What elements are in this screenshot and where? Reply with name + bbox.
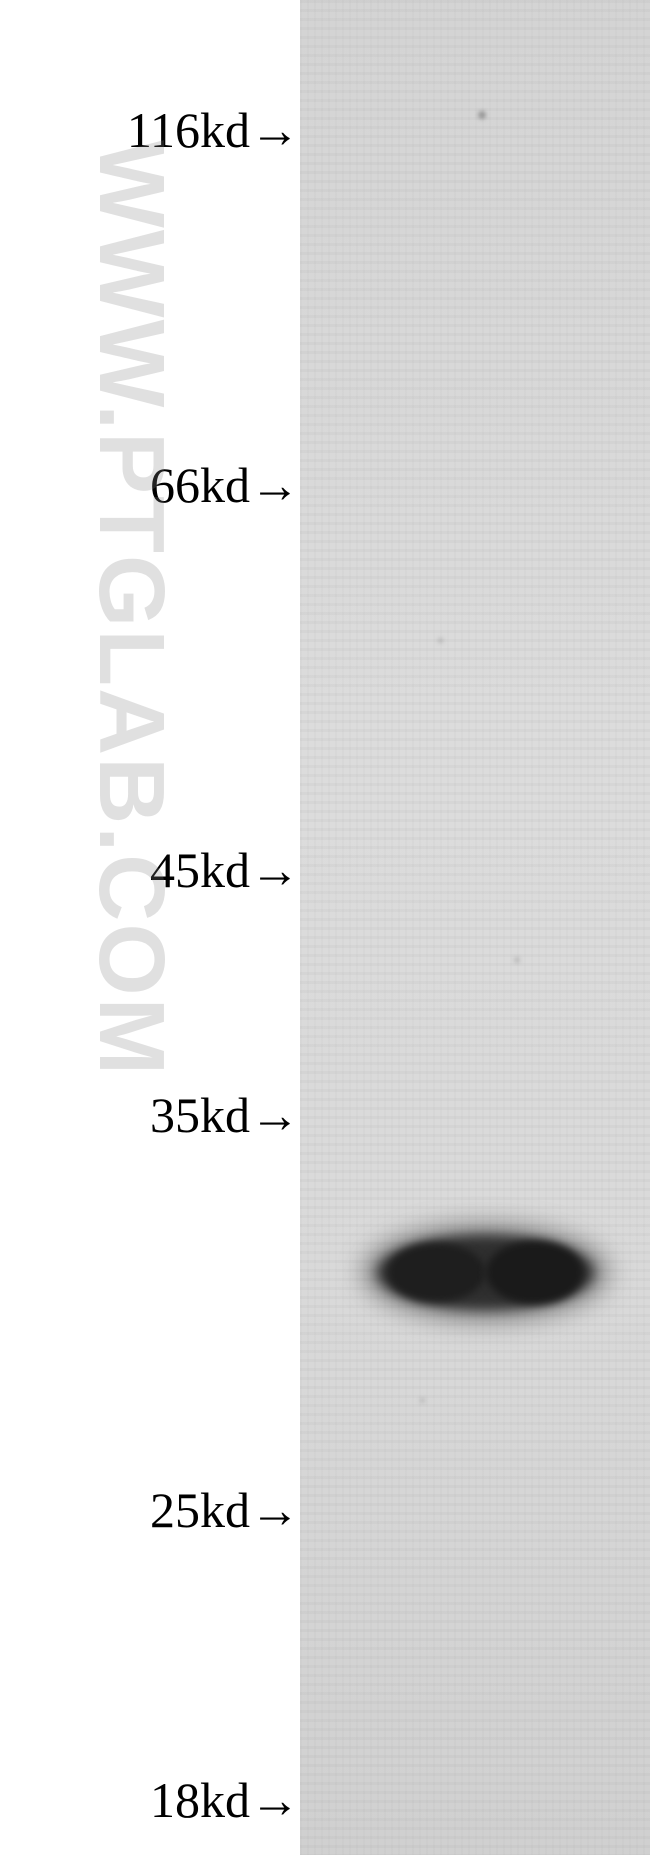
speck [514, 957, 520, 963]
watermark-text: WWW.PTGLAB.COM [78, 140, 185, 1077]
speck [420, 1398, 425, 1403]
protein-band-lobe [388, 1243, 486, 1302]
marker-label: 35kd→ [150, 1090, 300, 1140]
protein-band-lobe [486, 1241, 584, 1304]
speck [438, 638, 443, 643]
marker-label: 18kd→ [150, 1775, 300, 1825]
marker-label: 25kd→ [150, 1485, 300, 1535]
speck [478, 111, 486, 119]
strip-texture [300, 0, 650, 1855]
blot-figure: 116kd→66kd→45kd→35kd→25kd→18kd→ WWW.PTGL… [0, 0, 650, 1855]
blot-strip [300, 0, 650, 1855]
